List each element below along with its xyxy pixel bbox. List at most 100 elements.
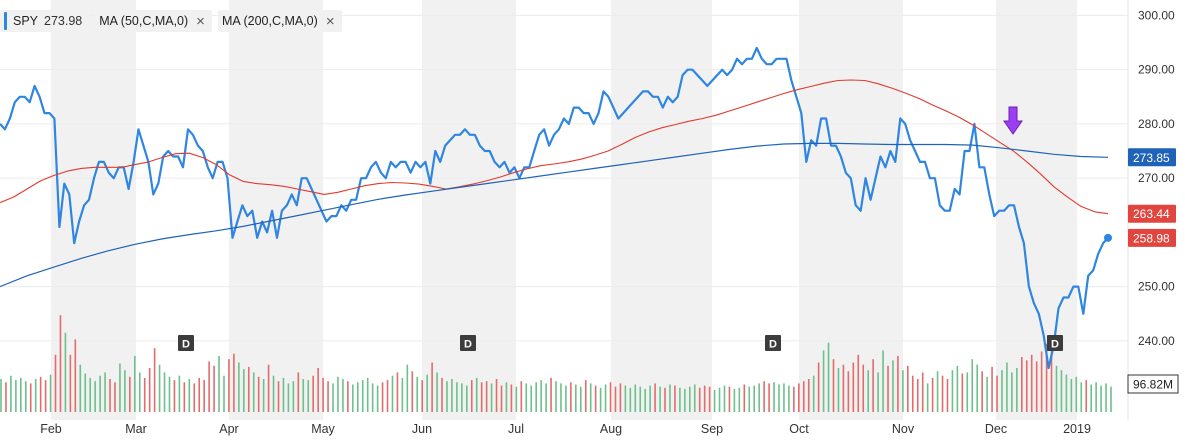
volume-bar <box>986 376 988 412</box>
volume-bar <box>466 385 468 412</box>
volume-bar <box>565 385 567 412</box>
volume-bar <box>545 383 547 412</box>
volume-bar <box>956 365 959 412</box>
volume-bar <box>688 386 691 412</box>
legend-symbol-chip[interactable]: SPY 273.98 <box>0 10 90 32</box>
x-tick-label: Sep <box>701 422 723 436</box>
volume-bar <box>753 385 756 412</box>
dividend-marker-label: D <box>1051 339 1059 351</box>
volume-bar <box>218 355 220 412</box>
ma50-line <box>0 79 1109 215</box>
volume-bar <box>1021 357 1023 412</box>
volume-bar <box>401 377 404 412</box>
volume-bar <box>252 372 255 412</box>
volume-bar <box>579 386 582 412</box>
volume-bar <box>594 385 597 412</box>
ma200-line <box>0 142 1109 288</box>
volume-bar <box>0 379 2 412</box>
volume-bar <box>584 380 587 412</box>
month-band <box>422 0 516 420</box>
month-band <box>51 0 136 420</box>
y-tick-label: 250.00 <box>1138 280 1175 294</box>
volume-bar <box>738 387 741 412</box>
volume-bar <box>49 374 52 412</box>
x-tick-label: Jun <box>412 422 432 436</box>
volume-bar <box>391 375 394 412</box>
volume-bar <box>129 376 131 412</box>
volume-bar <box>287 383 290 412</box>
remove-ma200-close-icon[interactable]: × <box>325 12 335 30</box>
volume-bar <box>887 365 889 412</box>
volume-bar <box>173 380 176 412</box>
volume-bar <box>867 370 869 412</box>
remove-ma50-close-icon[interactable]: × <box>196 12 205 30</box>
volume-bar <box>99 375 101 412</box>
volume-bar <box>773 382 775 412</box>
volume-bar <box>282 377 285 412</box>
volume-bar <box>862 364 865 412</box>
volume-bar <box>540 380 542 412</box>
volume-bar <box>451 379 453 412</box>
volume-bar <box>802 381 805 412</box>
volume-bar <box>946 379 949 412</box>
legend-ma50-chip[interactable]: MA (50,C,MA,0) × <box>95 10 212 32</box>
volume-bar <box>758 383 760 412</box>
volume-bar <box>515 386 518 412</box>
volume-bar <box>64 332 67 412</box>
volume-bar <box>168 376 171 412</box>
volume-bar <box>480 382 483 412</box>
volume-bar <box>1030 354 1033 412</box>
volume-badge <box>1127 374 1179 394</box>
volume-bar <box>203 380 205 412</box>
volume-bar <box>15 380 17 412</box>
volume-bar <box>674 385 676 412</box>
volume-bar <box>1100 385 1102 412</box>
volume-bar <box>684 388 686 412</box>
volume-bar <box>24 381 27 412</box>
volume-bar <box>223 375 225 412</box>
month-band <box>611 0 712 420</box>
price-value-label: 258.98 <box>1133 231 1170 245</box>
volume-bar <box>332 383 334 412</box>
volume-bar <box>708 386 711 412</box>
volume-bar <box>411 371 414 412</box>
volume-bar <box>312 375 314 412</box>
volume-bar <box>936 371 939 412</box>
volume-bar <box>500 385 503 412</box>
volume-bar <box>842 364 845 412</box>
volume-bar <box>456 382 458 412</box>
x-tick-label: 2019 <box>1063 422 1091 436</box>
volume-bar <box>664 387 666 412</box>
y-tick-label: 280.00 <box>1138 117 1175 131</box>
volume-bar <box>490 383 493 412</box>
volume-bar <box>208 361 210 412</box>
volume-bar <box>926 383 929 412</box>
x-tick-label: Mar <box>125 422 147 436</box>
volume-bar <box>1006 362 1008 412</box>
volume-bar <box>381 382 384 412</box>
volume-bar <box>188 379 191 412</box>
volume-bar <box>317 368 319 412</box>
legend-ma200-chip[interactable]: MA (200,C,MA,0) × <box>217 10 342 32</box>
volume-bar <box>148 368 151 412</box>
volume-bar <box>228 359 230 412</box>
volume-bar <box>59 315 62 412</box>
volume-bar <box>604 384 607 412</box>
volume-bar <box>976 364 979 412</box>
volume-bar <box>525 383 528 412</box>
y-axis: 300.00 290.00 280.00 270.00 250.00 240.00 258.… <box>1127 0 1179 420</box>
volume-bar <box>193 383 196 412</box>
volume-bar <box>1105 383 1107 412</box>
volume-bar <box>361 380 364 412</box>
volume-bar <box>133 355 136 412</box>
volume-bar <box>807 379 810 412</box>
volume-bar <box>446 381 448 412</box>
volume-bar <box>138 372 141 412</box>
volume-bar <box>84 373 87 412</box>
volume-bar <box>659 386 661 412</box>
y-tick-label: 290.00 <box>1138 63 1175 77</box>
volume-bar <box>822 350 825 412</box>
volume-bar <box>272 375 275 412</box>
volume-bar <box>143 377 146 412</box>
